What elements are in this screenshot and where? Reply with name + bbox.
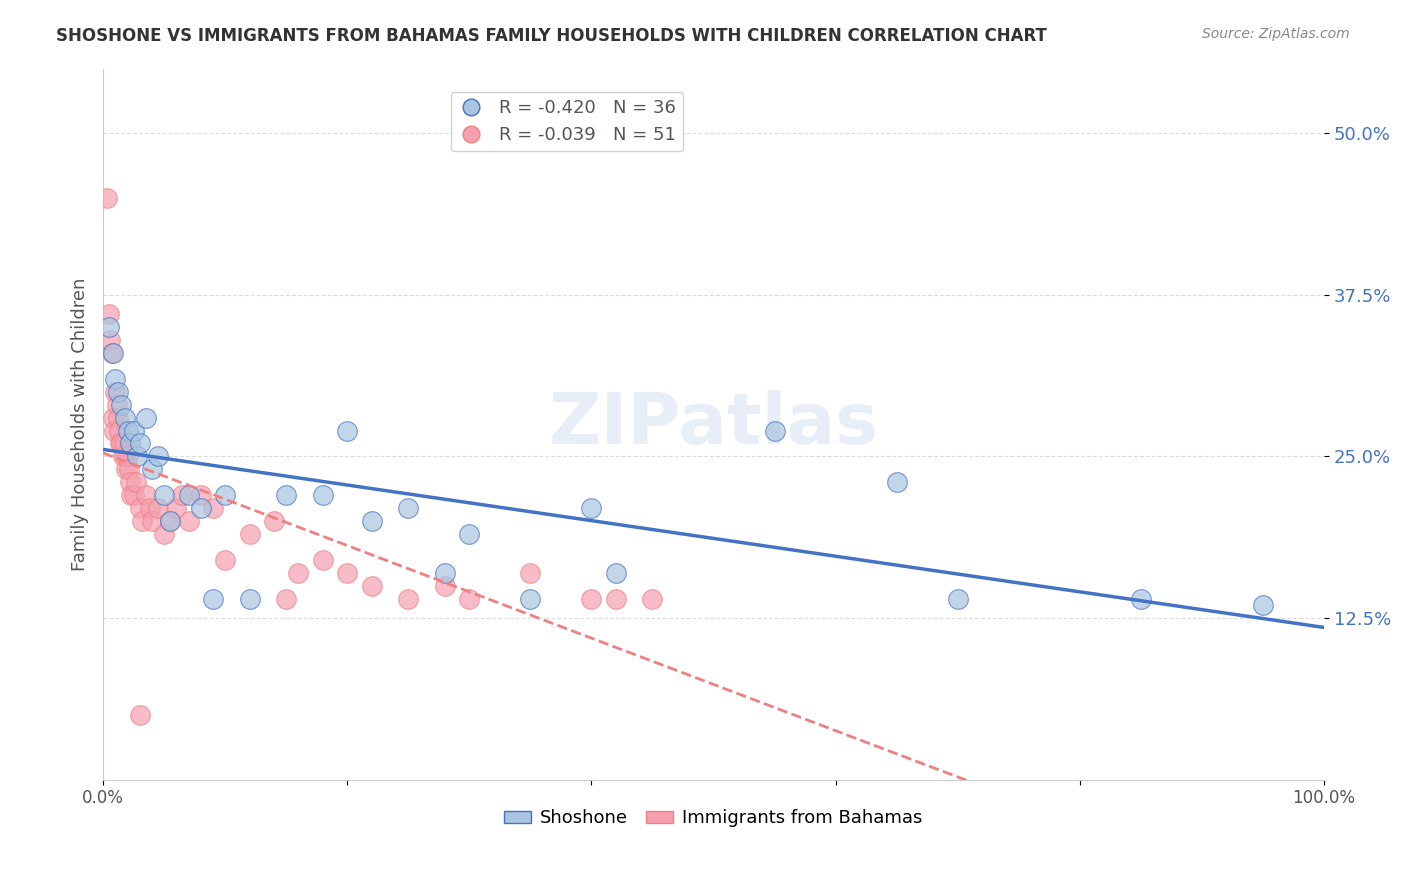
Y-axis label: Family Households with Children: Family Households with Children bbox=[72, 277, 89, 571]
Point bbox=[201, 591, 224, 606]
Point bbox=[98, 307, 121, 321]
Point bbox=[118, 462, 141, 476]
Point bbox=[114, 410, 136, 425]
Point bbox=[177, 514, 200, 528]
Point bbox=[111, 450, 134, 464]
Point bbox=[360, 514, 382, 528]
Point bbox=[214, 488, 236, 502]
Point bbox=[153, 527, 176, 541]
Point bbox=[263, 514, 285, 528]
Point bbox=[276, 488, 298, 502]
Point bbox=[190, 488, 212, 502]
Point bbox=[153, 488, 176, 502]
Point bbox=[581, 501, 603, 516]
Point bbox=[201, 501, 224, 516]
Point bbox=[396, 501, 419, 516]
Point bbox=[118, 475, 141, 490]
Point bbox=[519, 566, 541, 580]
Point bbox=[138, 501, 160, 516]
Point bbox=[190, 501, 212, 516]
Point bbox=[135, 410, 157, 425]
Point bbox=[100, 333, 122, 347]
Legend: Shoshone, Immigrants from Bahamas: Shoshone, Immigrants from Bahamas bbox=[496, 802, 929, 835]
Point bbox=[159, 514, 181, 528]
Point bbox=[105, 398, 128, 412]
Point bbox=[128, 708, 150, 723]
Point bbox=[605, 566, 627, 580]
Point bbox=[336, 566, 359, 580]
Point bbox=[146, 501, 169, 516]
Point bbox=[117, 450, 139, 464]
Point bbox=[946, 591, 969, 606]
Point bbox=[172, 488, 194, 502]
Point bbox=[396, 591, 419, 606]
Text: ZIPatlas: ZIPatlas bbox=[548, 390, 879, 458]
Point bbox=[101, 410, 124, 425]
Point bbox=[110, 436, 132, 450]
Point bbox=[117, 424, 139, 438]
Point bbox=[458, 591, 481, 606]
Point bbox=[110, 398, 132, 412]
Point bbox=[1251, 598, 1274, 612]
Point bbox=[135, 488, 157, 502]
Point bbox=[165, 501, 187, 516]
Point bbox=[433, 566, 456, 580]
Point bbox=[103, 424, 125, 438]
Point bbox=[312, 488, 335, 502]
Point bbox=[641, 591, 664, 606]
Point bbox=[336, 424, 359, 438]
Text: SHOSHONE VS IMMIGRANTS FROM BAHAMAS FAMILY HOUSEHOLDS WITH CHILDREN CORRELATION : SHOSHONE VS IMMIGRANTS FROM BAHAMAS FAMI… bbox=[56, 27, 1047, 45]
Point bbox=[104, 372, 127, 386]
Point bbox=[131, 514, 153, 528]
Point bbox=[128, 501, 150, 516]
Point bbox=[433, 579, 456, 593]
Point bbox=[239, 527, 262, 541]
Point bbox=[122, 488, 145, 502]
Text: Source: ZipAtlas.com: Source: ZipAtlas.com bbox=[1202, 27, 1350, 41]
Point bbox=[1129, 591, 1152, 606]
Point bbox=[98, 320, 121, 334]
Point bbox=[141, 462, 163, 476]
Point bbox=[141, 514, 163, 528]
Point bbox=[122, 424, 145, 438]
Point bbox=[107, 410, 129, 425]
Point bbox=[127, 450, 149, 464]
Point bbox=[360, 579, 382, 593]
Point bbox=[100, 346, 122, 360]
Point bbox=[287, 566, 309, 580]
Point bbox=[112, 436, 135, 450]
Point bbox=[581, 591, 603, 606]
Point bbox=[763, 424, 786, 438]
Point bbox=[104, 384, 127, 399]
Point bbox=[125, 475, 148, 490]
Point bbox=[96, 191, 118, 205]
Point bbox=[605, 591, 627, 606]
Point bbox=[118, 436, 141, 450]
Point bbox=[120, 488, 142, 502]
Point bbox=[107, 384, 129, 399]
Point bbox=[101, 346, 124, 360]
Point bbox=[146, 450, 169, 464]
Point bbox=[214, 553, 236, 567]
Point bbox=[276, 591, 298, 606]
Point bbox=[886, 475, 908, 490]
Point bbox=[114, 450, 136, 464]
Point bbox=[108, 424, 131, 438]
Point bbox=[519, 591, 541, 606]
Point bbox=[110, 436, 132, 450]
Point bbox=[159, 514, 181, 528]
Point bbox=[115, 462, 138, 476]
Point bbox=[458, 527, 481, 541]
Point bbox=[128, 436, 150, 450]
Point bbox=[312, 553, 335, 567]
Point bbox=[239, 591, 262, 606]
Point bbox=[177, 488, 200, 502]
